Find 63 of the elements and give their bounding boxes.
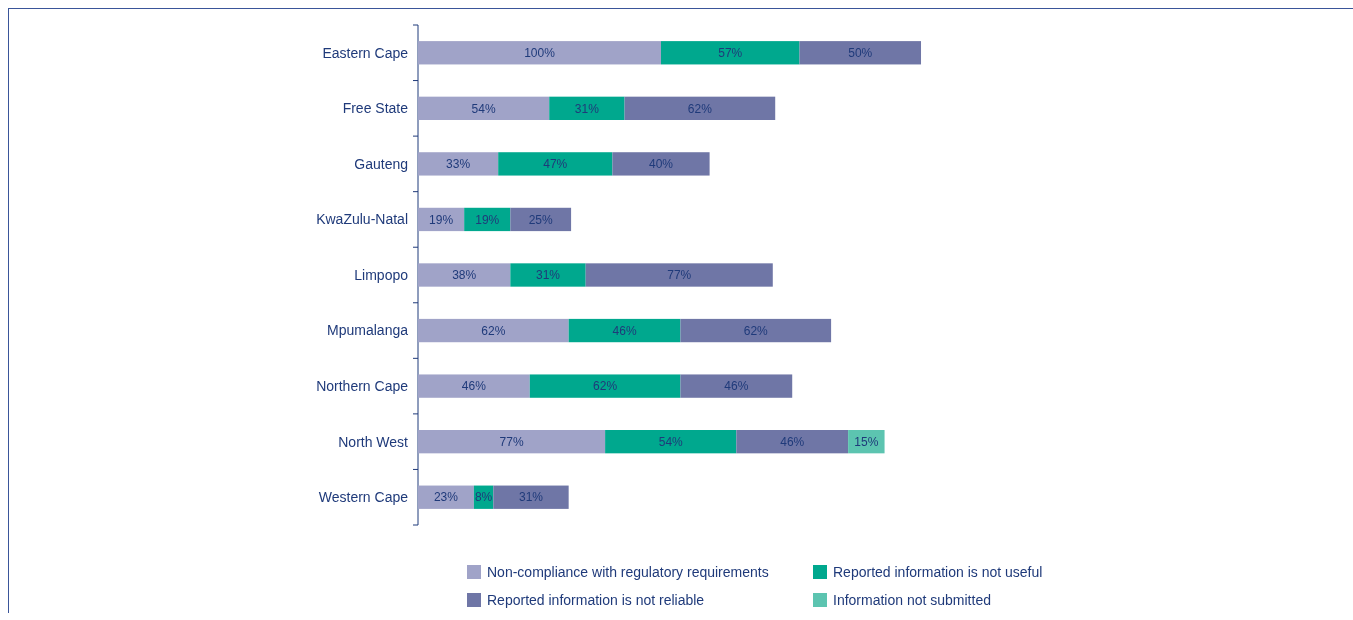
bar <box>498 152 613 176</box>
y-tick-label: Western Cape <box>318 489 409 506</box>
bar <box>418 374 530 398</box>
bar <box>418 318 569 343</box>
bar <box>529 374 681 398</box>
y-tick-label: Limpopo <box>354 266 409 283</box>
data-label: 23% <box>433 490 459 505</box>
bar <box>624 96 776 120</box>
y-tick-label: Northern Cape <box>316 378 409 395</box>
bar <box>418 96 550 120</box>
data-label: 31% <box>535 268 561 283</box>
data-label: 31% <box>518 490 544 505</box>
legend-label: Information not submitted <box>833 591 991 608</box>
bar <box>549 96 625 120</box>
data-label: 57% <box>718 45 743 60</box>
bar <box>799 41 922 65</box>
y-tick-label: Eastern Cape <box>322 44 409 61</box>
data-label: 33% <box>446 157 471 172</box>
data-label: 62% <box>687 101 713 116</box>
data-label: 62% <box>481 323 506 338</box>
y-tick-label: Free State <box>342 100 409 117</box>
bar <box>680 318 832 343</box>
data-label: 19% <box>429 212 454 227</box>
data-label: 77% <box>499 434 524 449</box>
data-label: 38% <box>452 268 477 283</box>
bar <box>493 485 569 509</box>
y-tick-label: North West <box>338 433 409 450</box>
bar <box>736 430 849 454</box>
data-label: 62% <box>743 323 769 338</box>
data-label: 46% <box>780 434 805 449</box>
bar <box>661 41 800 65</box>
bar <box>605 430 737 454</box>
bar <box>585 263 773 287</box>
y-tick-label: KwaZulu-Natal <box>316 211 408 228</box>
y-tick-label: Gauteng <box>354 155 408 172</box>
data-label: 54% <box>658 434 684 449</box>
data-label: 31% <box>574 101 600 116</box>
data-label: 15% <box>854 434 879 449</box>
data-label: 46% <box>612 323 637 338</box>
legend-label: Reported information is not useful <box>833 563 1043 580</box>
data-label: 19% <box>475 212 500 227</box>
data-label: 54% <box>471 101 496 116</box>
y-tick-label: Mpumalanga <box>327 322 409 339</box>
data-label: 46% <box>461 379 487 394</box>
data-label: 47% <box>543 157 568 172</box>
bar <box>612 152 710 176</box>
bar <box>418 152 499 176</box>
data-label: 62% <box>593 379 618 394</box>
bar <box>680 374 793 398</box>
bar <box>418 263 511 287</box>
bar <box>418 430 606 454</box>
data-label: 100% <box>524 45 556 60</box>
data-label: 8% <box>474 490 493 505</box>
data-label: 40% <box>648 157 674 172</box>
bar <box>418 41 661 65</box>
data-label: 46% <box>724 379 749 394</box>
data-label: 25% <box>528 212 554 227</box>
bar <box>510 263 586 287</box>
bar <box>568 318 681 343</box>
data-label: 50% <box>848 45 873 60</box>
legend-label: Non-compliance with regulatory requirements <box>487 563 769 580</box>
data-label: 77% <box>667 268 692 283</box>
legend-label: Reported information is not reliable <box>487 591 705 608</box>
